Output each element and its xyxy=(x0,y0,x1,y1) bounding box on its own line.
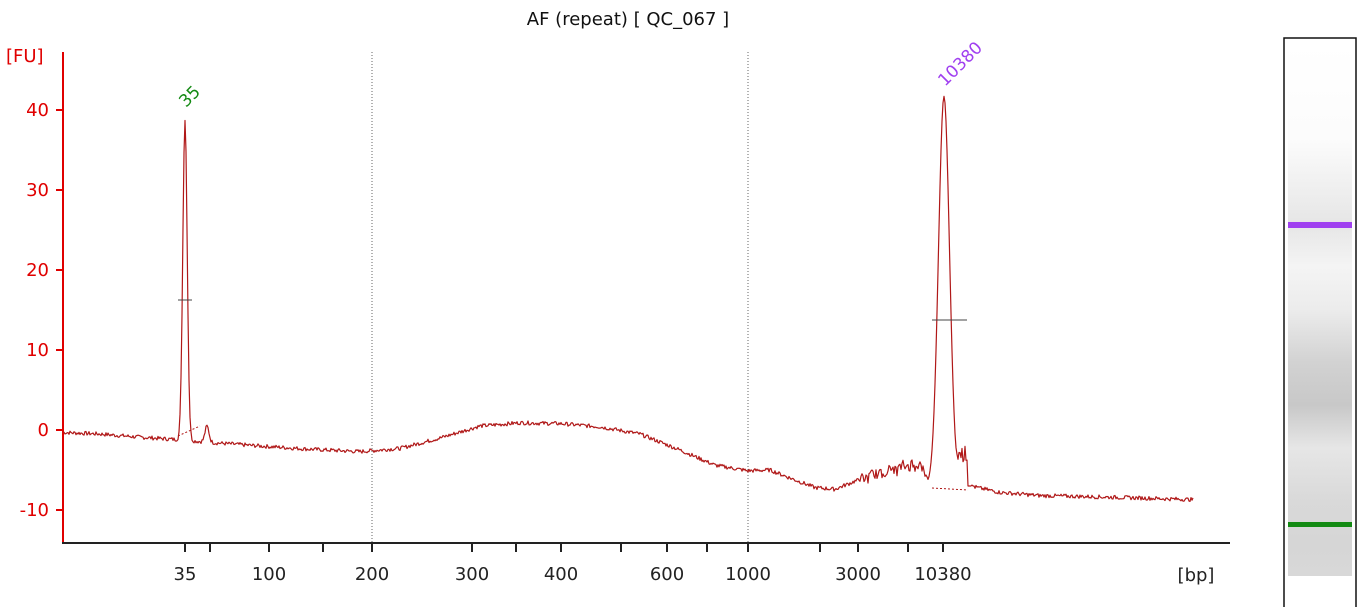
y-tick-label: 20 xyxy=(26,260,49,281)
x-tick-label: 10380 xyxy=(914,564,971,585)
y-tick-label: 30 xyxy=(26,180,49,201)
gel-band-lower-marker xyxy=(1288,522,1352,527)
chart-title: AF (repeat) [ QC_067 ] xyxy=(527,9,729,30)
y-axis-ticks: -10 0 10 20 30 40 xyxy=(20,100,63,521)
y-tick-label: 10 xyxy=(26,340,49,361)
peak-35-baseline xyxy=(177,425,201,437)
x-tick-label: 400 xyxy=(544,564,578,585)
x-tick-label: 35 xyxy=(174,564,197,585)
gel-lane-background xyxy=(1288,42,1352,576)
gel-lane xyxy=(1283,37,1357,607)
x-axis-label: [bp] xyxy=(1178,565,1215,586)
gel-band-upper-marker xyxy=(1288,222,1352,228)
peak-label-10380: 10380 xyxy=(934,38,986,90)
x-axis-ticks: 35 100 200 300 400 600 1000 3000 10380 xyxy=(174,543,972,585)
y-tick-label: 40 xyxy=(26,100,49,121)
y-tick-label: 0 xyxy=(38,420,49,441)
peak-label-35: 35 xyxy=(175,82,204,111)
y-tick-label: -10 xyxy=(20,500,49,521)
x-tick-label: 300 xyxy=(455,564,489,585)
baseline-group xyxy=(177,425,969,491)
x-tick-label: 1000 xyxy=(725,564,771,585)
x-tick-label: 600 xyxy=(650,564,684,585)
peak-10380-baseline xyxy=(931,487,969,491)
x-tick-label: 200 xyxy=(355,564,389,585)
y-axis-label: [FU] xyxy=(6,46,44,67)
series-line xyxy=(62,95,1194,502)
x-tick-label: 100 xyxy=(252,564,286,585)
x-tick-label: 3000 xyxy=(835,564,881,585)
